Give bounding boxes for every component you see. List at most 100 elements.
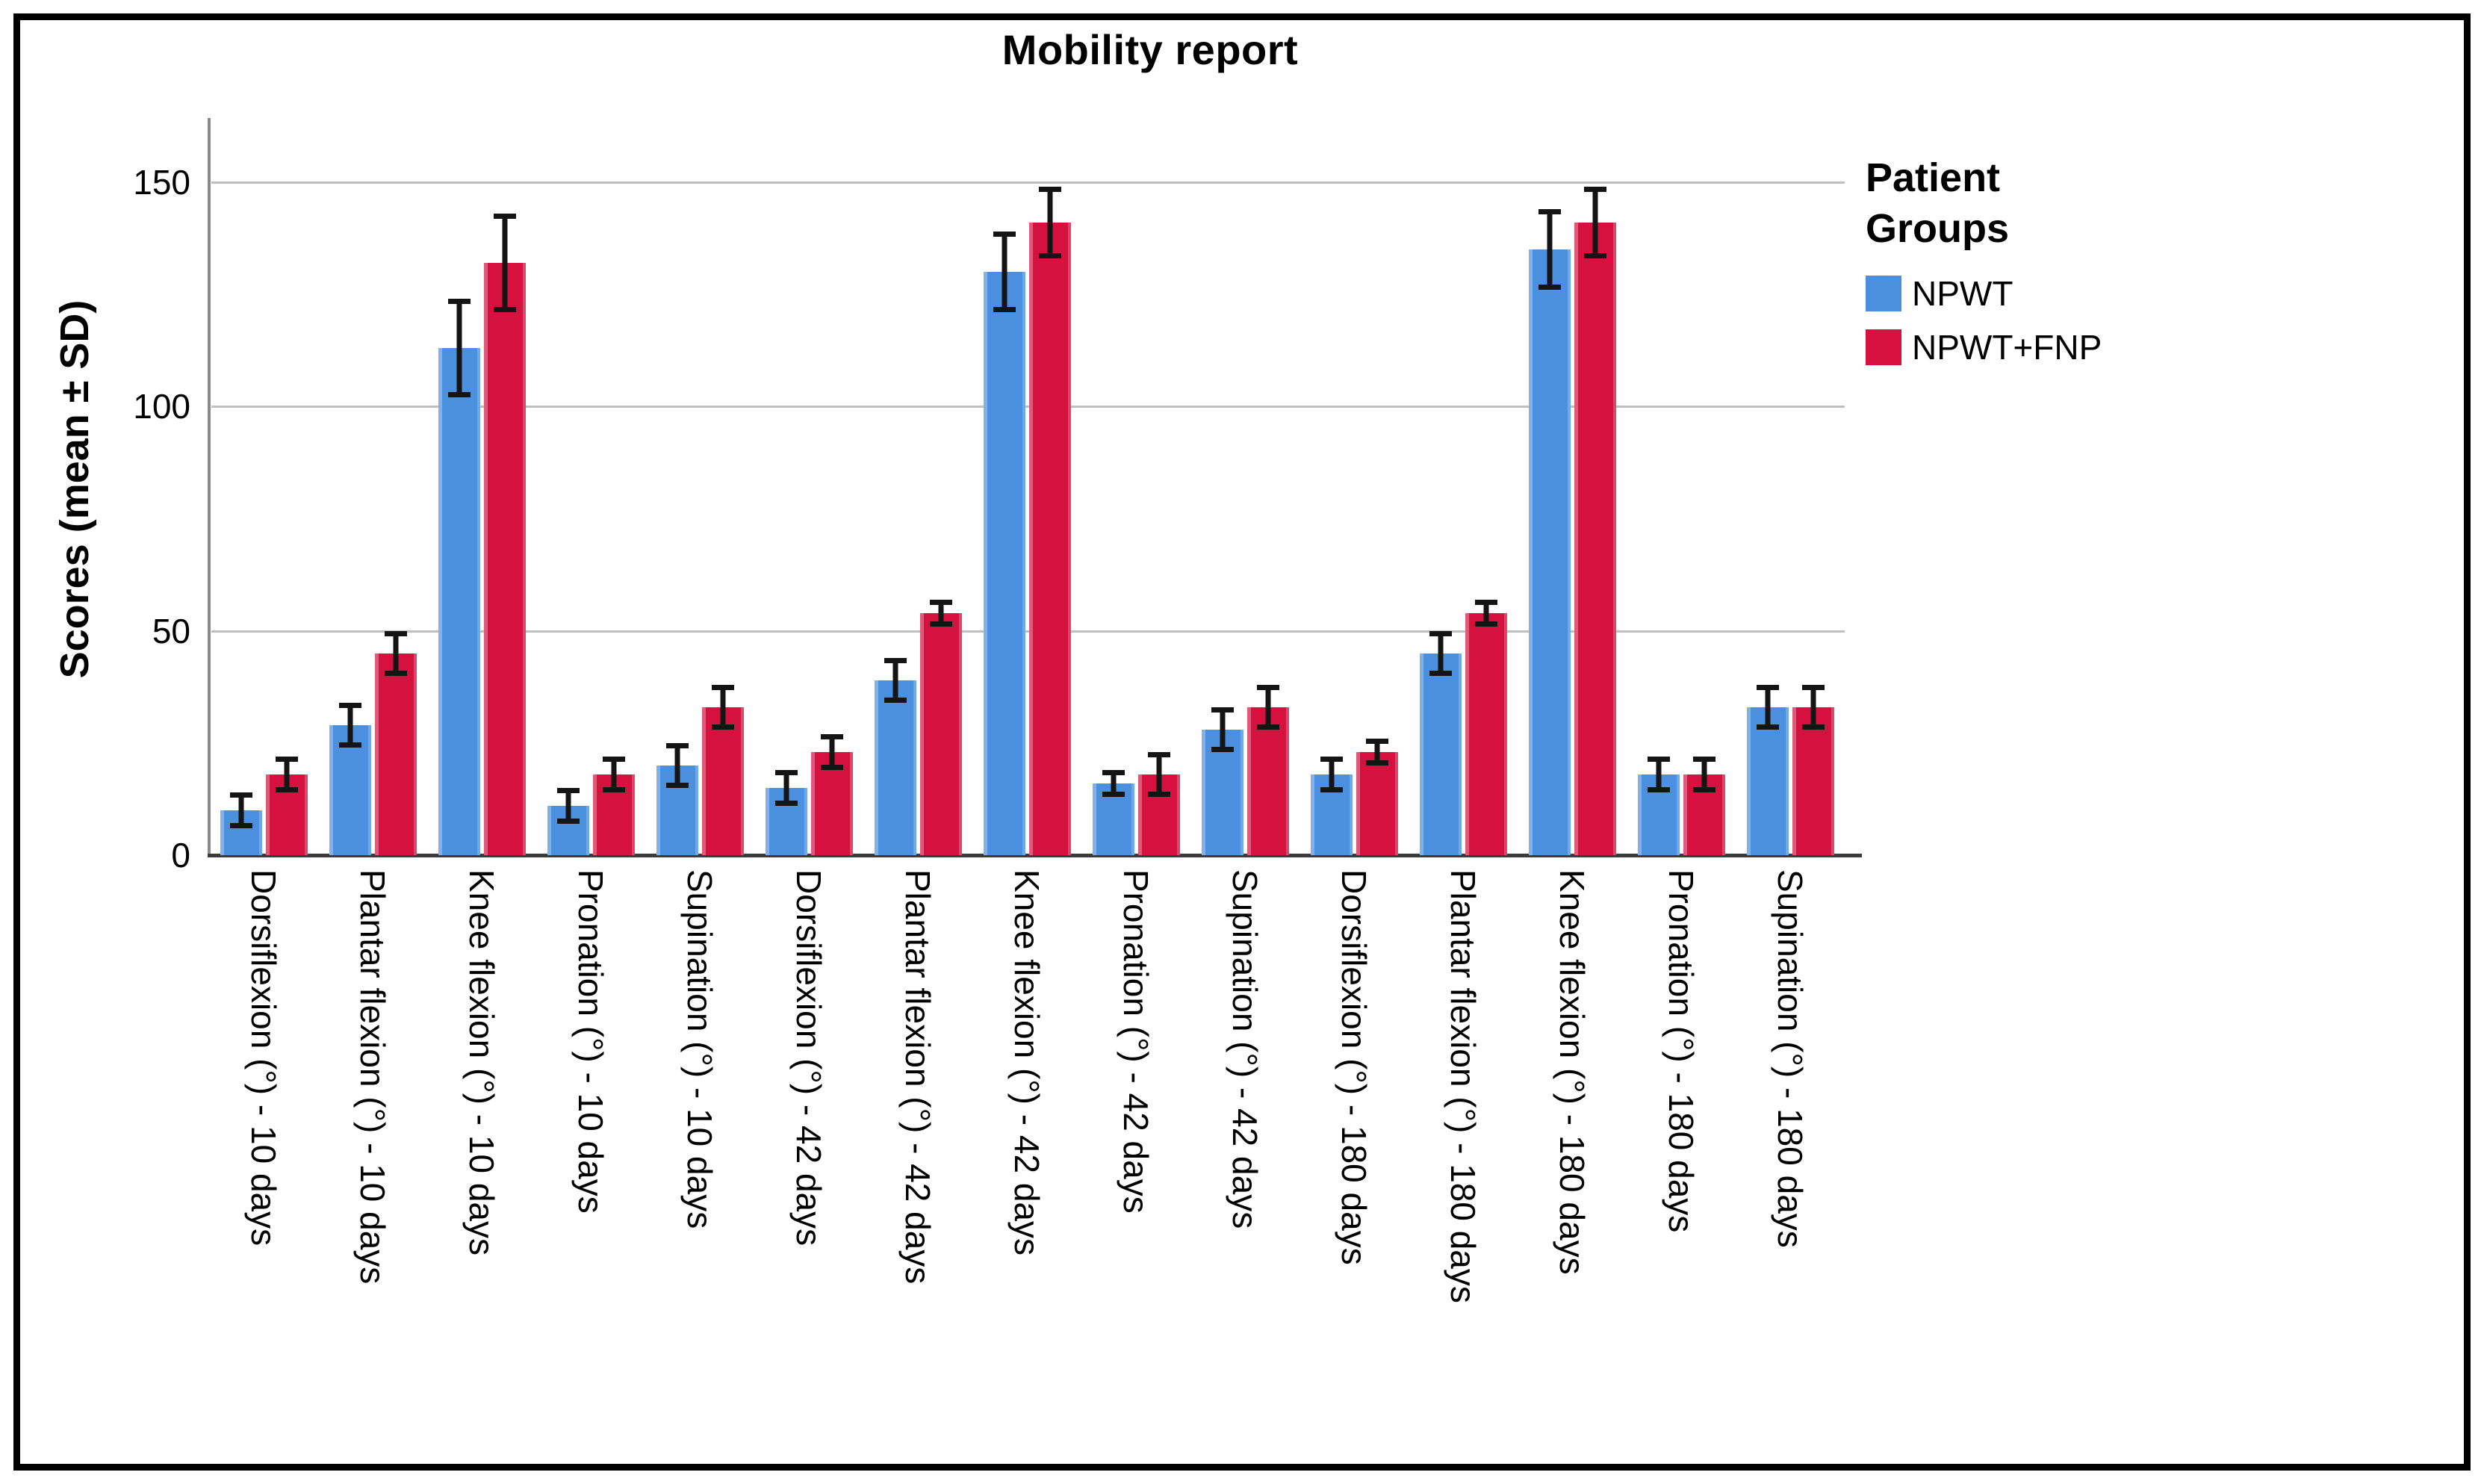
error-bar-npwt-fnp-cat3: [493, 214, 516, 313]
error-bar-npwt-cat7: [884, 657, 907, 703]
bar-npwt-fnp-cat8: [1028, 223, 1071, 855]
error-bar-stem: [783, 769, 789, 806]
error-bar-cap-top: [820, 733, 843, 739]
x-axis-category-slot-1: Dorsiflexion (°) - 10 days: [209, 869, 318, 1452]
x-axis-category-slot-6: Dorsiflexion (°) - 42 days: [754, 869, 863, 1452]
error-bar-cap-top: [1256, 684, 1279, 690]
error-bar-cap-top: [1583, 187, 1606, 193]
error-bar-npwt-cat15: [1756, 684, 1779, 730]
x-axis-category-label: Plantar flexion (°) - 10 days: [353, 869, 392, 1285]
error-bar-cap-top: [1801, 684, 1825, 690]
y-tick-label-50: 50: [152, 611, 190, 651]
x-axis-category-label: Dorsiflexion (°) - 10 days: [244, 869, 283, 1247]
error-bar-cap-top: [1756, 684, 1779, 690]
y-tick-label-150: 150: [133, 163, 190, 202]
error-bar-stem: [1156, 751, 1161, 797]
x-axis-category-slot-2: Plantar flexion (°) - 10 days: [318, 869, 427, 1452]
x-axis-category-label: Pronation (°) - 180 days: [1662, 869, 1701, 1233]
error-bar-npwt-cat5: [665, 742, 689, 788]
error-bar-cap-top: [993, 232, 1016, 237]
error-bar-npwt-fnp-cat1: [275, 756, 298, 792]
error-bar-stem: [1592, 187, 1597, 259]
x-axis-category-slot-14: Pronation (°) - 180 days: [1627, 869, 1736, 1452]
bar-npwt-fnp-cat11: [1356, 751, 1398, 855]
x-axis-category-slot-7: Plantar flexion (°) - 42 days: [863, 869, 972, 1452]
error-bar-cap-top: [1365, 738, 1388, 744]
bar-npwt-fnp-cat3: [483, 263, 526, 855]
error-bar-cap-top: [447, 299, 471, 305]
error-bar-npwt-fnp-cat10: [1256, 684, 1279, 730]
error-bar-npwt-fnp-cat15: [1801, 684, 1825, 730]
x-axis-category-label: Dorsiflexion (°) - 180 days: [1335, 869, 1373, 1265]
error-bar-cap-bottom: [602, 786, 625, 792]
bar-npwt-cat13: [1528, 249, 1571, 855]
legend-label-npwt: NPWT: [1912, 274, 2013, 313]
x-axis-category-slot-10: Supination (°) - 42 days: [1190, 869, 1300, 1452]
error-bar-npwt-cat11: [1320, 756, 1343, 792]
x-axis-category-slot-5: Supination (°) - 10 days: [645, 869, 754, 1452]
error-bar-stem: [1047, 187, 1052, 259]
error-bar-npwt-cat12: [1429, 630, 1452, 676]
error-bar-cap-top: [1211, 707, 1234, 712]
error-bar-cap-top: [929, 599, 952, 605]
error-bar-cap-bottom: [275, 786, 298, 792]
error-bar-npwt-cat2: [338, 702, 361, 748]
error-bar-npwt-fnp-cat12: [1474, 599, 1497, 627]
error-bar-cap-top: [1538, 209, 1561, 215]
error-bar-npwt-cat10: [1211, 707, 1234, 752]
x-axis-category-label: Plantar flexion (°) - 180 days: [1444, 869, 1482, 1303]
error-bar-cap-bottom: [1211, 746, 1234, 752]
error-bar-cap-bottom: [556, 818, 580, 824]
x-axis-category-label: Pronation (°) - 42 days: [1117, 869, 1155, 1214]
error-bar-stem: [938, 599, 943, 627]
error-bar-stem: [1329, 756, 1334, 792]
error-bar-cap-bottom: [1320, 786, 1343, 792]
y-tick-label-0: 0: [171, 836, 190, 875]
bar-npwt-cat7: [874, 680, 916, 855]
error-bar-cap-bottom: [1538, 285, 1561, 291]
error-bar-cap-bottom: [1583, 253, 1606, 259]
error-bar-cap-bottom: [1147, 791, 1170, 797]
error-bar-stem: [1374, 738, 1379, 766]
error-bar-npwt-fnp-cat8: [1038, 187, 1061, 259]
error-bar-cap-bottom: [1038, 253, 1061, 259]
error-bar-stem: [720, 684, 725, 730]
error-bar-cap-top: [384, 630, 407, 636]
error-bar-cap-bottom: [1474, 621, 1497, 627]
error-bar-stem: [1810, 684, 1816, 730]
x-axis-category-label: Supination (°) - 180 days: [1771, 869, 1810, 1248]
x-axis-category-label: Knee flexion (°) - 42 days: [1007, 869, 1046, 1255]
error-bar-npwt-fnp-cat13: [1583, 187, 1606, 259]
bar-npwt-fnp-cat10: [1246, 707, 1289, 855]
error-bar-stem: [1220, 707, 1225, 752]
error-bar-cap-top: [1102, 769, 1125, 775]
error-bar-cap-top: [602, 756, 625, 762]
error-bar-stem: [892, 657, 898, 703]
error-bar-cap-bottom: [1756, 724, 1779, 730]
error-bar-npwt-fnp-cat4: [602, 756, 625, 792]
error-bar-stem: [347, 702, 353, 748]
legend-title: Patient Groups: [1866, 155, 2010, 251]
error-bar-stem: [1002, 232, 1007, 313]
x-axis-category-slot-12: Plantar flexion (°) - 180 days: [1409, 869, 1518, 1452]
error-bar-stem: [829, 733, 834, 770]
error-bar-npwt-fnp-cat2: [384, 630, 407, 676]
bar-npwt-cat3: [438, 348, 480, 855]
error-bar-stem: [1656, 756, 1661, 792]
error-bar-stem: [502, 214, 507, 313]
error-bar-stem: [1765, 684, 1770, 730]
bar-npwt-fnp-cat5: [701, 707, 744, 855]
gridline-50: [211, 630, 1845, 633]
error-bar-cap-bottom: [493, 307, 516, 313]
error-bar-stem: [565, 787, 571, 824]
x-axis-line: [208, 854, 1862, 857]
error-bar-cap-top: [1320, 756, 1343, 762]
error-bar-cap-top: [884, 657, 907, 663]
error-bar-stem: [1265, 684, 1270, 730]
chart-title: Mobility report: [1002, 26, 1299, 73]
error-bar-cap-top: [774, 769, 798, 775]
legend-item-npwt: NPWT: [1866, 275, 2388, 312]
error-bar-cap-bottom: [1429, 670, 1452, 676]
x-axis-category-label: Supination (°) - 10 days: [680, 869, 719, 1229]
error-bar-npwt-cat8: [993, 232, 1016, 313]
